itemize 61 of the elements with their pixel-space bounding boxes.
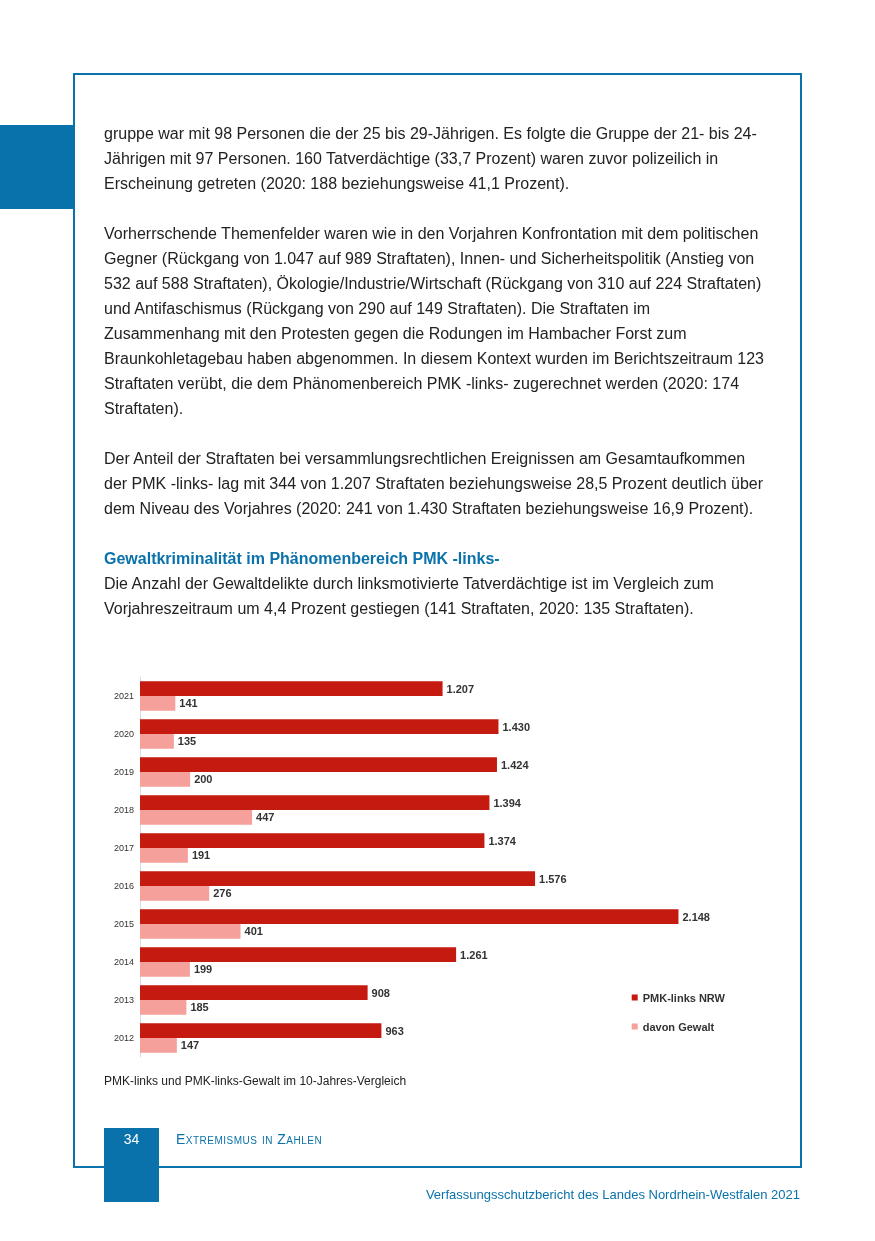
data-label: 1.576 — [539, 872, 567, 885]
y-tick-label: 2014 — [113, 957, 134, 967]
y-tick-label: 2013 — [113, 995, 134, 1005]
bar — [140, 1000, 187, 1015]
text: Verfassungsschutzbericht des Landes Nordrhein-Westfalen 2021 — [425, 1187, 800, 1202]
bar — [140, 909, 679, 924]
text: gruppe war mit 98 Personen die der 25 bis 29-Jährigen. Es folgte die Gruppe der 21- bis 24-Jährigen mit 97 Personen. 160 Tatverdächtige (33,7 Prozent) waren zuvor polizeilich in Erscheinung getreten (2020: 188 beziehungsweise 41,1 Prozent). — [104, 124, 758, 194]
data-label: 2.148 — [682, 910, 710, 923]
bar — [140, 848, 188, 863]
data-label: 199 — [193, 963, 213, 976]
bar — [140, 795, 490, 810]
text: Extremismus in Zahlen — [176, 1131, 323, 1147]
text: Der Anteil der Straftaten bei versammlungsrechtlichen Ereignissen am Gesamtaufkommen der PMK -links- lag mit 344 von 1.207 Straftaten beziehungsweise 28,5 Prozent deutlich über dem Niveau des Vorjahres (2020: 241 von 1.430 Straftaten beziehungsweise 16,9 Prozent). — [104, 449, 765, 519]
bar — [140, 1038, 177, 1053]
bar — [140, 924, 241, 939]
bar — [140, 871, 536, 886]
legend-label: davon Gewalt — [642, 1020, 715, 1033]
data-label: 200 — [194, 773, 213, 786]
text: PMK-links und PMK-links-Gewalt im 10-Jahres-Vergleich — [104, 1074, 407, 1088]
bar — [140, 810, 253, 825]
bar — [140, 833, 485, 848]
data-label: 191 — [191, 849, 211, 862]
bar — [140, 886, 210, 901]
bar — [140, 757, 497, 772]
chart-subtitle: Die Anzahl der Gewaltdelikte durch linksmotivierte Tatverdächtige ist im Vergleich zum Vorjahreszeitraum um 4,4 Prozent gestiegen (141 Straftaten, 2020: 135 Straftaten). — [104, 574, 715, 619]
data-label: 1.424 — [500, 758, 530, 771]
y-tick-label: 2020 — [113, 729, 134, 739]
bar — [140, 772, 191, 787]
bar — [140, 962, 190, 977]
bar — [140, 1023, 382, 1038]
text: 34 — [122, 1131, 141, 1147]
bar — [140, 947, 457, 962]
data-label: 1.207 — [446, 682, 475, 695]
y-tick-label: 2017 — [113, 843, 134, 853]
y-tick-label: 2012 — [113, 1033, 134, 1043]
data-label: 185 — [190, 1001, 209, 1014]
data-label: 1.430 — [502, 720, 530, 733]
y-tick-label: 2015 — [113, 919, 134, 929]
y-tick-label: 2021 — [113, 691, 134, 701]
data-label: 1.261 — [460, 948, 488, 961]
data-label: 401 — [244, 925, 263, 938]
bar — [140, 681, 443, 696]
legend-label: PMK-links NRW — [642, 991, 726, 1004]
data-label: 963 — [385, 1024, 404, 1037]
bar — [140, 696, 176, 711]
y-tick-label: 2019 — [113, 767, 134, 777]
data-label: 135 — [177, 735, 197, 748]
data-label: 1.374 — [488, 834, 517, 847]
data-label: 141 — [179, 697, 198, 710]
text: Vorherrschende Themenfelder waren wie in den Vorjahren Konfrontation mit dem politischen Gegner (Rückgang von 1.047 auf 989 Straftaten), Innen- und Sicherheitspolitik (Anstieg von 532 auf 588 Straftaten), Ökologie/Industrie/Wirtschaft (Rückgang von 310 auf 224 Straftaten) und Antifaschismus (Rückgang von 290 auf 149 Straftaten). Die Straftaten im Zusammenhang mit den Protesten gegen die Rodungen im Hambacher Forst zum Braunkohletagebau haben abgenommen. In diesem Kontext wurden im Berichtszeitraum 123 Straftaten verübt, die dem Phänomenbereich PMK -links- zugerechnet werden (2020: 174 Straftaten). — [104, 224, 765, 419]
data-label: 447 — [256, 811, 275, 824]
y-tick-label: 2016 — [113, 881, 134, 891]
data-label: 908 — [371, 986, 390, 999]
chart-title: Gewaltkriminalität im Phänomenbereich PMK -links- — [104, 549, 501, 569]
data-label: 147 — [180, 1039, 200, 1052]
y-tick-label: 2018 — [113, 805, 134, 815]
bar — [140, 719, 499, 734]
data-label: 276 — [213, 887, 232, 900]
bar — [140, 734, 174, 749]
bar — [140, 985, 368, 1000]
data-label: 1.394 — [493, 796, 522, 809]
